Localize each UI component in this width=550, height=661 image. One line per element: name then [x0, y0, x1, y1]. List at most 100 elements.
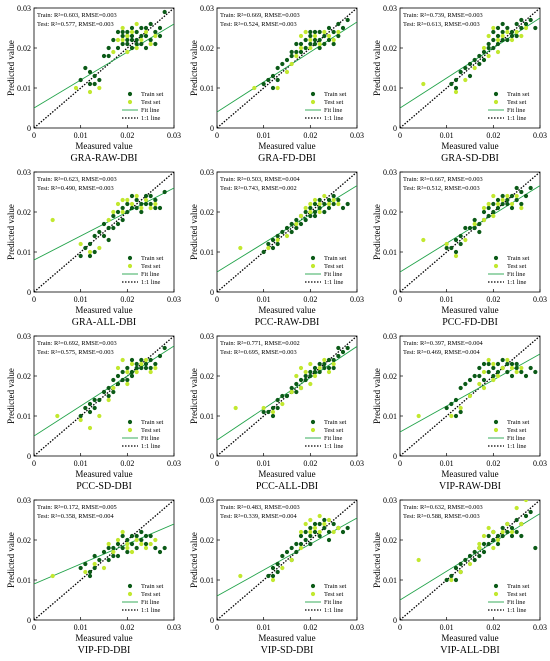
- test-point: [129, 29, 135, 35]
- test-point: [458, 569, 463, 575]
- test-point: [317, 201, 322, 207]
- test-point: [312, 373, 318, 379]
- train-point: [505, 37, 510, 43]
- train-point: [322, 209, 327, 215]
- y-axis-label: Predicted value: [372, 368, 382, 424]
- y-tick-label: 0: [27, 124, 31, 133]
- train-point: [115, 553, 121, 559]
- train-point: [111, 553, 116, 559]
- train-point: [312, 201, 318, 207]
- train-point: [453, 85, 459, 91]
- y-tick-label: 0.03: [200, 168, 214, 177]
- y-axis-label: Predicted value: [189, 532, 199, 588]
- train-point: [519, 369, 524, 375]
- legend-identity-label: 1:1 line: [507, 607, 527, 614]
- train-point: [143, 193, 149, 199]
- train-point: [495, 205, 501, 211]
- train-point: [495, 33, 501, 39]
- train-point: [120, 533, 125, 539]
- train-point: [519, 17, 524, 23]
- train-point: [143, 541, 149, 547]
- test-point: [111, 209, 116, 215]
- identity-line: [400, 172, 540, 292]
- train-point: [134, 37, 139, 43]
- train-point: [463, 225, 468, 231]
- legend-train-marker: [127, 91, 133, 97]
- plot-area: [34, 172, 174, 292]
- train-point: [453, 77, 459, 83]
- chart-title: GRA-ALL-DBI: [72, 317, 136, 328]
- legend-train-label: Train set: [324, 583, 347, 590]
- test-point: [472, 65, 477, 71]
- train-point: [486, 205, 491, 211]
- y-tick-label: 0.03: [200, 4, 214, 13]
- scatter-chart: 00 0.01 0.01 0.02 0.02 0.03 0.03 Measured value…: [189, 496, 364, 656]
- train-point: [106, 557, 111, 563]
- train-point: [298, 533, 304, 539]
- test-point: [143, 197, 149, 203]
- test-point: [477, 541, 482, 547]
- train-point: [120, 369, 125, 375]
- test-point: [120, 197, 125, 203]
- test-point: [326, 369, 332, 375]
- y-tick-label: 0: [393, 616, 397, 625]
- train-point: [345, 345, 350, 351]
- train-point: [120, 545, 125, 551]
- test-point: [326, 33, 332, 39]
- train-point: [481, 541, 487, 547]
- train-point: [519, 533, 524, 539]
- test-point: [270, 577, 276, 583]
- train-point: [92, 565, 97, 571]
- train-point: [509, 533, 515, 539]
- train-point: [500, 193, 505, 199]
- train-point: [134, 41, 139, 47]
- train-point: [120, 377, 125, 383]
- x-tick-label: 0: [215, 131, 219, 140]
- test-point: [322, 29, 327, 35]
- train-point: [509, 193, 515, 199]
- test-point: [111, 385, 116, 391]
- train-point: [120, 33, 125, 39]
- train-point: [491, 365, 496, 371]
- test-point: [289, 557, 294, 563]
- train-point: [458, 69, 463, 75]
- x-tick-label: 0.03: [167, 623, 181, 632]
- y-tick-label: 0.02: [17, 536, 31, 545]
- scatter-panel: 0 0 0.01 0.01 0.02 0.02 0.03 0.03 Measured value…: [183, 0, 366, 169]
- train-point: [275, 241, 280, 247]
- test-point: [491, 213, 496, 219]
- train-point: [312, 529, 318, 535]
- y-axis-label: Predicted value: [189, 40, 199, 96]
- test-point: [308, 209, 313, 215]
- x-tick-label: 0: [398, 623, 402, 632]
- legend-fit-label: Fit line: [507, 271, 525, 278]
- train-point: [308, 29, 313, 35]
- test-point: [284, 69, 290, 75]
- test-point: [491, 377, 496, 383]
- train-point: [148, 193, 153, 199]
- test-point: [509, 201, 515, 207]
- train-point: [115, 209, 121, 215]
- train-point: [139, 41, 144, 47]
- test-point: [519, 205, 524, 211]
- train-point: [308, 213, 313, 219]
- plot-frame: [216, 7, 358, 129]
- legend-fit-label: Fit line: [324, 107, 342, 114]
- legend-fit-label: Fit line: [507, 107, 525, 114]
- test-point: [463, 77, 468, 83]
- train-point: [322, 365, 327, 371]
- test-point: [509, 37, 515, 43]
- legend-test-marker: [310, 427, 316, 433]
- y-tick-label: 0: [393, 124, 397, 133]
- train-point: [509, 361, 515, 367]
- train-point: [486, 541, 491, 547]
- train-point: [153, 545, 158, 551]
- train-point: [444, 577, 449, 583]
- test-point: [153, 365, 158, 371]
- train-point: [157, 25, 163, 31]
- train-point: [519, 25, 524, 31]
- y-tick-label: 0.01: [17, 84, 31, 93]
- test-point: [481, 533, 487, 539]
- y-tick-label: 0.01: [17, 248, 31, 257]
- train-point: [303, 529, 308, 535]
